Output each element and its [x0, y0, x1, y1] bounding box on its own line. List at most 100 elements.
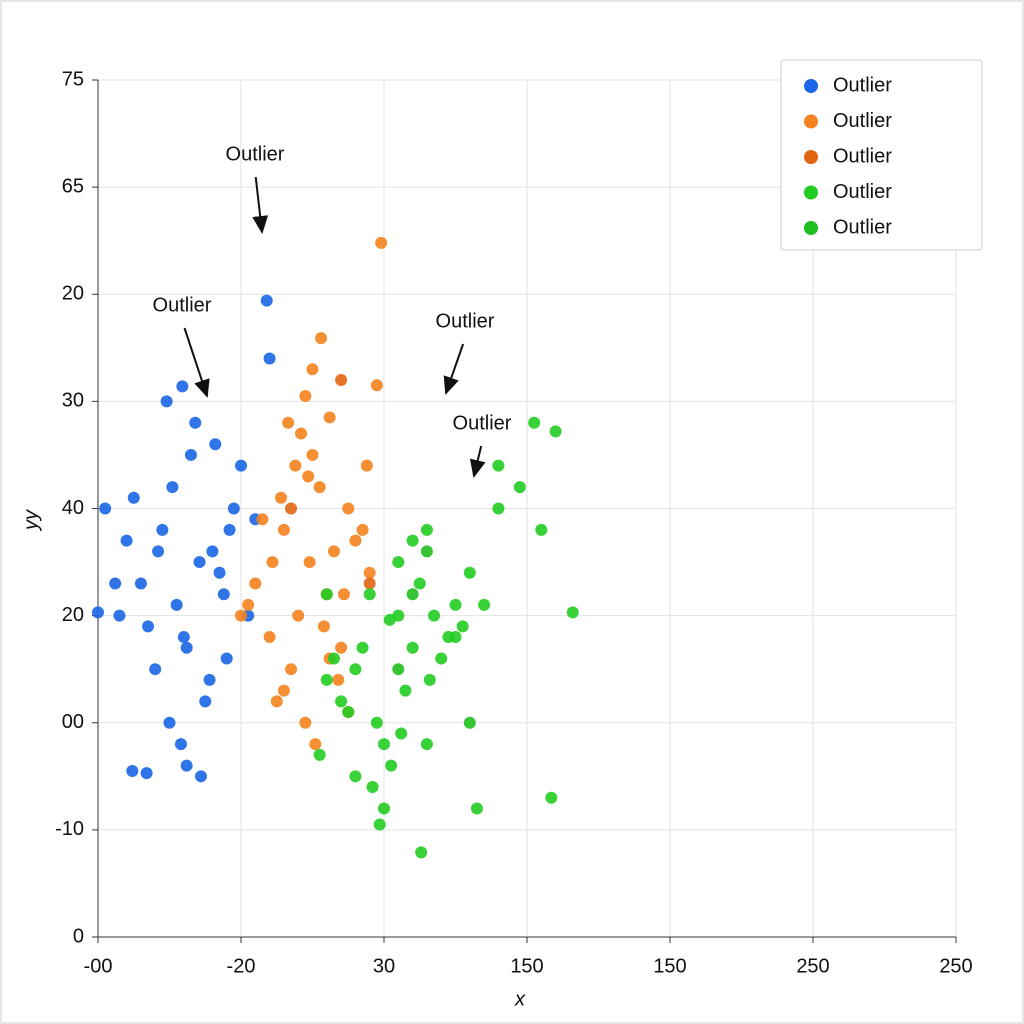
y-tick-label: -10 — [55, 818, 84, 840]
point — [170, 598, 183, 611]
point — [378, 802, 390, 815]
point — [356, 523, 369, 536]
point — [320, 588, 333, 601]
point — [189, 416, 202, 429]
point — [323, 411, 336, 424]
point — [513, 481, 526, 494]
legend-label: Outlier — [833, 181, 892, 203]
point — [385, 759, 398, 772]
point — [176, 380, 189, 393]
point — [99, 502, 112, 515]
y-tick-label: 40 — [62, 497, 84, 519]
point — [392, 663, 405, 676]
point — [435, 652, 448, 665]
point — [174, 738, 187, 751]
x-tick-label: 150 — [510, 955, 543, 977]
point — [392, 609, 405, 622]
legend-label: Outlier — [833, 145, 892, 167]
point — [342, 706, 355, 719]
legend-marker — [804, 185, 818, 200]
point — [566, 606, 579, 619]
point — [292, 609, 305, 622]
point — [349, 534, 362, 547]
point — [152, 545, 165, 558]
point — [206, 545, 219, 558]
point — [113, 609, 126, 622]
legend-label: Outlier — [833, 74, 892, 96]
point — [199, 695, 212, 708]
point — [378, 738, 390, 751]
annotation: Outlier — [226, 143, 285, 165]
point — [285, 502, 298, 515]
point — [306, 448, 319, 461]
point — [277, 684, 290, 697]
point — [335, 373, 348, 386]
point — [277, 523, 290, 536]
annotation-arrow — [469, 445, 486, 478]
legend-marker — [804, 221, 818, 235]
point — [295, 427, 308, 440]
point — [428, 609, 441, 622]
legend-marker — [804, 150, 818, 164]
annotation: Outlier — [436, 310, 495, 332]
point — [492, 459, 505, 472]
point — [423, 673, 436, 686]
point — [549, 425, 562, 438]
point — [235, 459, 247, 472]
point — [363, 588, 376, 601]
point — [363, 577, 376, 590]
point — [275, 491, 288, 504]
point — [217, 588, 230, 601]
point — [315, 332, 328, 345]
legend-label: Outlier — [833, 216, 892, 238]
point — [449, 598, 462, 611]
x-tick-label: 250 — [796, 955, 829, 977]
point — [160, 395, 173, 408]
y-tick-label: 00 — [62, 711, 84, 733]
point — [263, 352, 276, 365]
point — [266, 556, 279, 569]
point — [193, 556, 206, 569]
y-tick-label: 20 — [62, 604, 84, 626]
annotation: Outlier — [153, 294, 212, 316]
legend-marker — [804, 114, 818, 129]
point — [370, 379, 383, 392]
annotation: Outlier — [453, 412, 512, 434]
point — [163, 716, 176, 729]
point — [337, 588, 350, 601]
point — [299, 716, 312, 729]
x-tick-label: -00 — [84, 955, 113, 977]
point — [242, 598, 255, 611]
point — [303, 556, 316, 569]
point — [166, 481, 179, 494]
point — [528, 416, 541, 429]
point — [180, 641, 193, 654]
point — [149, 663, 162, 676]
point — [109, 577, 122, 590]
y-axis-label: yy — [20, 509, 42, 532]
point — [373, 818, 386, 831]
annotation-arrow — [443, 343, 465, 395]
point — [456, 620, 469, 633]
point — [463, 566, 476, 579]
point — [356, 641, 369, 654]
point — [177, 631, 190, 644]
point — [227, 502, 240, 515]
point — [366, 781, 379, 794]
point — [342, 502, 355, 515]
point — [335, 695, 348, 708]
point — [332, 673, 345, 686]
x-tick-label: 30 — [373, 955, 395, 977]
point — [395, 727, 408, 740]
point — [415, 846, 428, 859]
point — [492, 502, 505, 515]
y-tick-label: 65 — [62, 175, 84, 197]
point — [285, 663, 298, 676]
annotation-arrow — [252, 176, 269, 234]
point — [320, 673, 333, 686]
point — [156, 523, 169, 536]
point — [392, 556, 405, 569]
point — [335, 641, 348, 654]
y-tick-label: 30 — [62, 390, 84, 412]
